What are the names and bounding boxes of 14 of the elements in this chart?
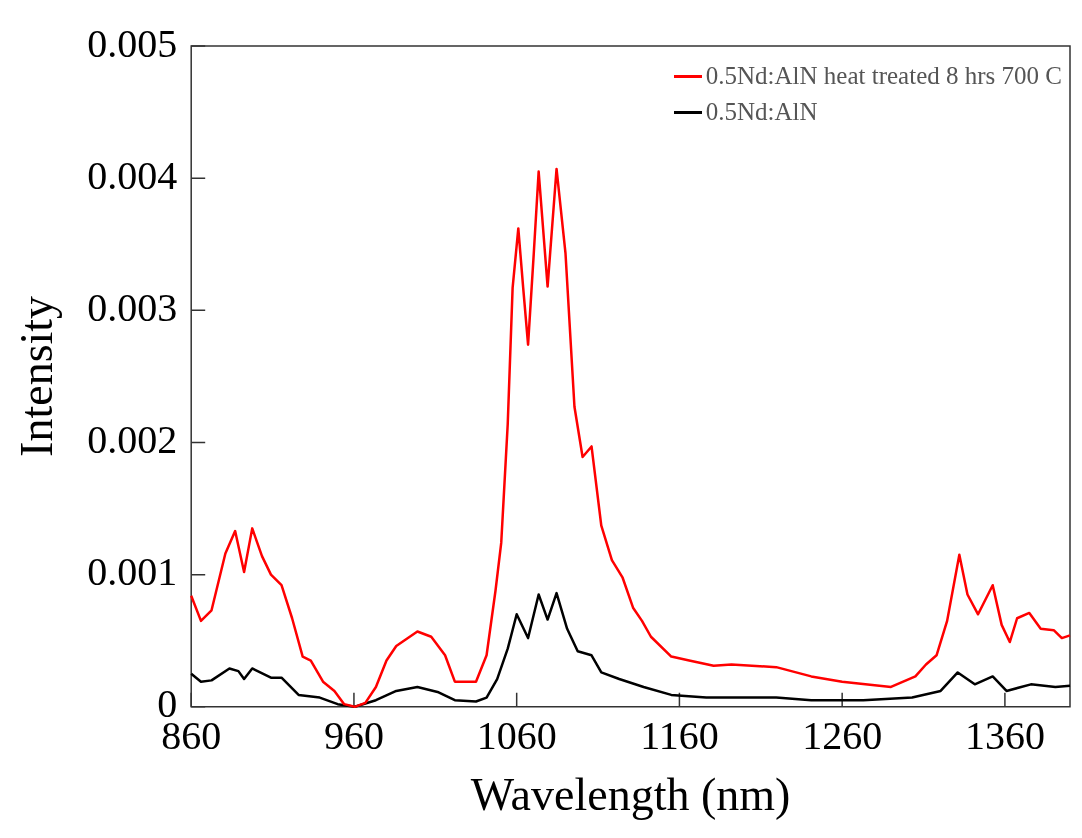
y-axis-title: Intensity xyxy=(10,295,62,457)
legend-label: 0.5Nd:AlN xyxy=(705,97,818,127)
y-tick-label: 0.004 xyxy=(87,152,178,198)
y-tick-label: 0.005 xyxy=(87,20,178,66)
y-tick-label: 0.002 xyxy=(87,416,178,462)
x-tick-label: 960 xyxy=(323,713,384,759)
legend-label: 0.5Nd:AlN heat treated 8 hrs 700 C xyxy=(705,61,1062,91)
x-tick-label: 1160 xyxy=(640,713,719,759)
x-tick-label: 1060 xyxy=(476,713,557,759)
x-axis-title: Wavelength (nm) xyxy=(470,769,791,821)
y-tick-label: 0.001 xyxy=(87,549,178,595)
x-tick-label: 1360 xyxy=(964,713,1045,759)
y-tick-label: 0.003 xyxy=(87,284,178,330)
x-tick-label: 1260 xyxy=(802,713,883,759)
